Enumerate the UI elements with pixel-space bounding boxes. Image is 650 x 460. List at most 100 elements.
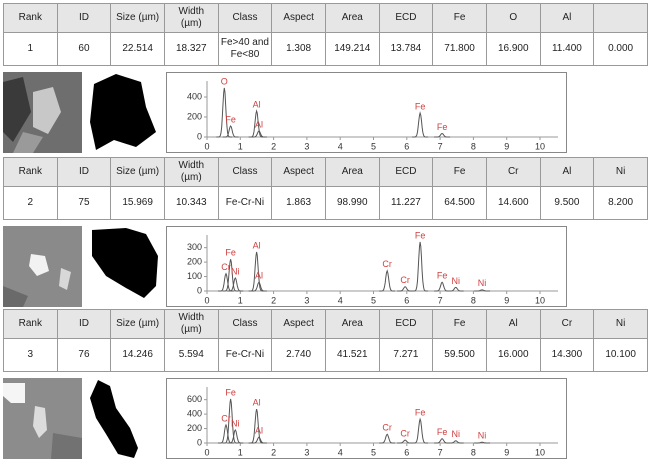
data-cell: 22.514: [110, 32, 165, 66]
x-tick-label: 7: [438, 447, 443, 457]
data-cell: 75: [56, 186, 112, 220]
spectrum-peak: [222, 259, 239, 292]
data-cell: 8.200: [593, 186, 648, 220]
peak-label: Fe: [415, 101, 426, 111]
header-cell: Class: [217, 157, 273, 187]
x-tick-label: 10: [535, 141, 545, 151]
image-row: 0 200 400 0 1 2 3 4 5 6 7 8 9 10 O Fe Al Al Fe Fe: [3, 72, 648, 153]
particle-table: Rank ID Size (µm) Width (µm) Class Aspect Area…: [3, 3, 648, 66]
header-cell: Size (µm): [110, 309, 165, 339]
header-cell: Class: [217, 3, 273, 33]
x-tick-label: 0: [204, 141, 209, 151]
data-cell: 11.227: [378, 186, 434, 220]
x-tick-label: 3: [304, 447, 309, 457]
x-tick-label: 5: [371, 447, 376, 457]
header-cell: Al: [485, 309, 541, 339]
spectrum-peak: [412, 417, 429, 444]
data-cell: 15.969: [110, 186, 165, 220]
x-tick-label: 2: [271, 295, 276, 305]
x-tick-label: 9: [504, 141, 509, 151]
header-cell: Width (µm): [163, 3, 219, 33]
particle-table: Rank ID Size (µm) Width (µm) Class Aspect Area…: [3, 157, 648, 220]
data-cell: 5.594: [163, 338, 219, 372]
y-tick-label: 600: [187, 394, 202, 404]
header-cell: Ni: [593, 157, 648, 187]
peak-label: Fe: [437, 271, 448, 281]
x-tick-label: 1: [238, 141, 243, 151]
spectrum-peak: [251, 130, 267, 138]
x-tick-label: 5: [371, 141, 376, 151]
spectrum-peak: [397, 286, 414, 292]
data-cell: 11.400: [539, 32, 595, 66]
data-cell: 10.343: [163, 186, 219, 220]
data-cell: 76: [56, 338, 112, 372]
sem-region: [3, 286, 28, 307]
spectrum-peak: [447, 286, 464, 292]
header-cell: Ni: [593, 309, 648, 339]
mask-shape: [90, 380, 138, 458]
data-row: 1 60 22.514 18.327 Fe>40 and Fe<80 1.308 149.2…: [3, 32, 648, 66]
binary-mask: [86, 226, 164, 307]
data-cell: 64.500: [432, 186, 487, 220]
y-tick-label: 300: [187, 242, 202, 252]
peak-label: Ni: [452, 276, 461, 286]
peak-label: Cr: [400, 275, 410, 285]
peak-label: Ni: [231, 418, 240, 428]
x-tick-label: 3: [304, 295, 309, 305]
peak-label: Fe: [437, 427, 448, 437]
x-tick-label: 7: [438, 295, 443, 305]
peak-label: Ni: [231, 266, 240, 276]
y-tick-label: 0: [197, 285, 202, 295]
header-cell: ECD: [378, 309, 434, 339]
header-cell: Area: [324, 157, 380, 187]
x-tick-label: 7: [438, 141, 443, 151]
spectrum-peak: [216, 87, 233, 138]
peak-label: Fe: [225, 387, 236, 397]
x-tick-label: 2: [271, 141, 276, 151]
spectrum-peak: [251, 281, 267, 292]
y-tick-label: 200: [187, 111, 202, 121]
data-cell: 60: [56, 32, 112, 66]
data-cell: 0.000: [593, 32, 648, 66]
sem-image: [3, 378, 82, 459]
sem-region: [13, 132, 43, 153]
spectrum-peak: [227, 277, 244, 292]
peak-label: Cr: [400, 428, 410, 438]
particle-block: Rank ID Size (µm) Width (µm) Class Aspect Area…: [3, 3, 648, 153]
data-cell: 41.521: [324, 338, 380, 372]
data-cell: 2.740: [271, 338, 326, 372]
spectrum-peak: [447, 440, 464, 444]
header-cell: ECD: [378, 157, 434, 187]
x-tick-label: 6: [404, 447, 409, 457]
header-cell: [593, 3, 648, 33]
peak-label: Fe: [437, 122, 448, 132]
peak-label: Al: [255, 119, 263, 129]
header-cell: Size (µm): [110, 157, 165, 187]
binary-mask: [86, 378, 164, 459]
chart-frame: [166, 378, 567, 459]
data-cell: 16.900: [485, 32, 541, 66]
spectrum-peak: [222, 125, 239, 138]
header-cell: Area: [324, 3, 380, 33]
x-tick-label: 1: [238, 447, 243, 457]
y-tick-label: 0: [197, 131, 202, 141]
header-row: Rank ID Size (µm) Width (µm) Class Aspect Area…: [3, 157, 648, 187]
data-cell: 18.327: [163, 32, 219, 66]
data-row: 3 76 14.246 5.594 Fe-Cr-Ni 2.740 41.521 7.271 59…: [3, 338, 648, 372]
header-row: Rank ID Size (µm) Width (µm) Class Aspect Area…: [3, 3, 648, 33]
x-tick-label: 6: [404, 141, 409, 151]
peak-label: Al: [253, 397, 261, 407]
data-cell: 2: [3, 186, 58, 220]
header-cell: Aspect: [271, 3, 326, 33]
data-cell: 1: [3, 32, 58, 66]
sem-image: [3, 226, 82, 307]
header-cell: ID: [56, 157, 112, 187]
data-cell: 14.600: [485, 186, 541, 220]
sem-region: [59, 268, 71, 290]
data-cell: 1.308: [271, 32, 326, 66]
peak-label: Al: [255, 426, 263, 436]
x-tick-label: 9: [504, 295, 509, 305]
header-cell: Rank: [3, 309, 58, 339]
sem-region: [3, 77, 31, 142]
